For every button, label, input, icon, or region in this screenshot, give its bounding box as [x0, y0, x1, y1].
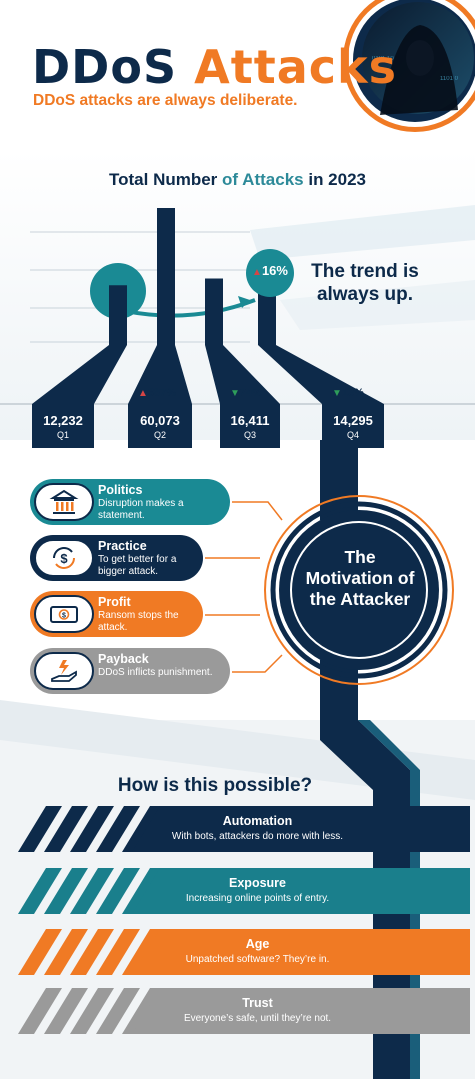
- how-item-desc: With bots, attackers do more with less.: [171, 831, 344, 842]
- how-item-title: Age: [245, 937, 270, 951]
- title-ddos: DDoS: [32, 40, 178, 94]
- how-item-automation: Automation With bots, attackers do more w…: [0, 806, 475, 852]
- bar-category-q2: Q2: [153, 430, 166, 440]
- trend-badge-value: 16%: [261, 263, 288, 278]
- svg-text:$: $: [60, 551, 68, 566]
- how-item-title: Exposure: [229, 876, 286, 890]
- bar-change-value: 74%: [239, 387, 262, 399]
- how-item-title: Trust: [242, 996, 273, 1010]
- bar-change-value: 387%: [147, 387, 177, 399]
- motivation-item-title: Practice: [98, 539, 147, 553]
- bar-value-q3: 16,411: [230, 413, 270, 428]
- bar-value-q2: 60,073: [140, 413, 180, 428]
- bar-change-value: 13%: [341, 387, 364, 399]
- motivation-item-desc: DDoS inflicts punishment.: [98, 667, 213, 678]
- trend-up-icon: ▲: [252, 267, 262, 278]
- title-attacks: Attacks: [194, 40, 397, 94]
- bar-q4: [258, 281, 384, 404]
- bar-label-box-q1: [32, 404, 94, 448]
- chart-title-part1: Total Number: [109, 170, 218, 189]
- motivation-item-desc: To get better for a bigger attack.: [98, 554, 177, 577]
- svg-text:1101 0: 1101 0: [440, 76, 459, 82]
- motivation-item-title: Payback: [98, 652, 149, 666]
- page-subtitle: DDoS attacks are always deliberate.: [33, 92, 298, 109]
- bar-q1: [32, 285, 127, 404]
- chart-title-part2: of Attacks: [222, 170, 304, 189]
- chart-title-part3: in 2023: [308, 170, 366, 189]
- trend-text: The trend is always up.: [311, 261, 419, 305]
- how-item-age: Age Unpatched software? They’re in.: [0, 929, 475, 975]
- bar-category-q3: Q3: [243, 430, 256, 440]
- how-item-desc: Everyone’s safe, until they’re not.: [183, 1013, 332, 1024]
- svg-text:$: $: [62, 613, 66, 620]
- bar-change-q2: ▲387%: [138, 387, 176, 399]
- triangle-down-icon: ▼: [332, 388, 342, 399]
- motivation-item-title: Politics: [98, 483, 143, 497]
- motivation-item-desc: Disruption makes a statement.: [98, 498, 184, 521]
- motivation-item-desc: Ransom stops the attack.: [98, 610, 179, 633]
- bar-value-q1: 12,232: [43, 413, 83, 428]
- trend-badge-circle: [246, 249, 294, 297]
- how-item-desc: Unpatched software? They’re in.: [185, 954, 330, 965]
- bar-chart: [32, 208, 384, 470]
- bar-change-q3: ▼74%: [230, 387, 262, 399]
- how-item-desc: Increasing online points of entry.: [185, 893, 330, 904]
- courthouse-icon: [34, 483, 94, 521]
- how-item-title: Automation: [222, 814, 293, 828]
- q4-ribbon-start: [320, 448, 358, 470]
- bar-q2: [128, 208, 192, 404]
- bar-category-q4: Q4: [346, 430, 359, 440]
- bar-label-box-q3: [220, 404, 280, 448]
- triangle-down-icon: ▼: [230, 388, 240, 399]
- page-title: DDoS Attacks: [32, 40, 397, 94]
- bar-label-box-q2: [128, 404, 192, 448]
- bar-q3: [205, 278, 280, 404]
- how-item-stripes: [18, 806, 470, 852]
- triangle-up-icon: ▲: [138, 388, 148, 399]
- cash-icon: $: [34, 595, 94, 633]
- how-item-stripes: [18, 868, 470, 914]
- how-item-stripes: [18, 988, 470, 1034]
- svg-text:0101 10: 0101 10: [372, 56, 394, 62]
- motivation-item-title: Profit: [98, 595, 131, 609]
- how-item-trust: Trust Everyone’s safe, until they’re not.: [0, 988, 475, 1034]
- how-possible-title: How is this possible?: [117, 775, 313, 796]
- motivation-item-payback: Payback DDoS inflicts punishment.: [30, 648, 230, 694]
- bar-change-q4: ▼13%: [332, 387, 364, 399]
- how-item-exposure: Exposure Increasing online points of entr…: [0, 868, 475, 914]
- motivation-center-title: The Motivation of the Attacker: [305, 547, 415, 609]
- hand-lightning-icon: [34, 652, 94, 690]
- bar-value-q4: 14,295: [333, 413, 373, 428]
- how-item-stripes: [18, 929, 470, 975]
- chart-title: Total Number of Attacks in 2023: [0, 170, 475, 190]
- bar-label-box-q4: [322, 404, 384, 448]
- motivation-item-profit: $ Profit Ransom stops the attack.: [30, 591, 203, 637]
- motivation-item-practice: $ Practice To get better for a bigger atta…: [30, 535, 203, 581]
- trend-badge: ▲16%: [246, 263, 294, 278]
- motivation-item-politics: Politics Disruption makes a statement.: [30, 479, 230, 525]
- bar-category-q1: Q1: [56, 430, 69, 440]
- trend-arrow-head: [238, 296, 250, 308]
- dollar-cycle-icon: $: [34, 539, 94, 577]
